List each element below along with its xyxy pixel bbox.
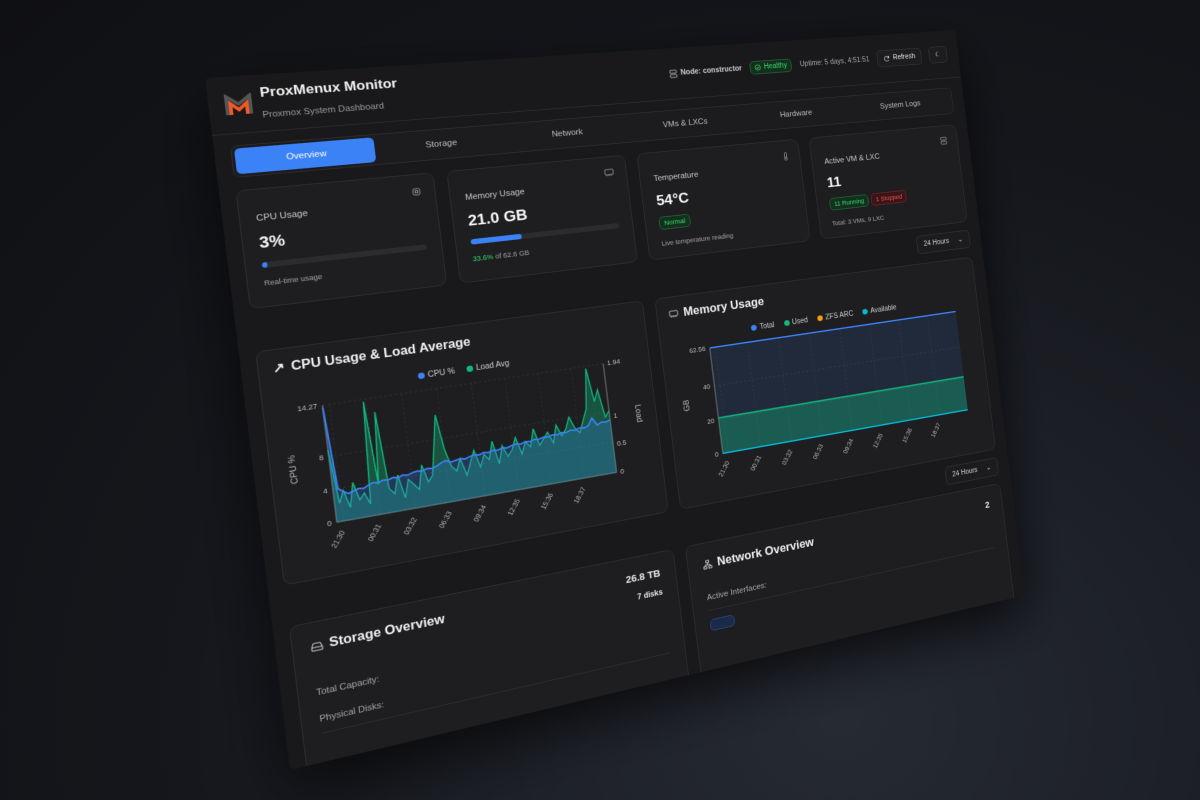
y-tick-label: 8 xyxy=(319,454,325,463)
y-tick-label: 0 xyxy=(714,451,719,459)
server-icon xyxy=(940,136,948,145)
storage-disks-value: 7 disks xyxy=(628,588,664,604)
y-tick-label: 20 xyxy=(707,417,715,425)
x-tick-label: 06:33 xyxy=(437,510,454,530)
temperature-value: 54°C xyxy=(655,179,791,209)
temperature-label: Temperature xyxy=(653,161,789,183)
x-tick-label: 06:33 xyxy=(811,443,824,461)
uptime: Uptime: 5 days, 4:51:51 xyxy=(799,56,869,68)
temperature-card: Temperature 54°C Normal Live temperature… xyxy=(636,139,810,261)
refresh-label: Refresh xyxy=(893,53,916,62)
x-tick-label: 21:30 xyxy=(330,529,348,549)
x-tick-label: 18:37 xyxy=(572,486,587,505)
trending-up-icon: ↗ xyxy=(272,360,286,377)
cpu-usage-card: CPU Usage 3% Real-time usage xyxy=(235,172,447,309)
y-tick-label: 0 xyxy=(327,519,333,528)
y2-tick-label: 1 xyxy=(613,411,618,419)
network-time-range-select[interactable]: 24 Hours ⌄ xyxy=(944,457,999,485)
x-tick-label: 21:30 xyxy=(717,460,731,478)
tab-system-logs[interactable]: System Logs xyxy=(848,90,952,120)
temperature-subtext: Live temperature reading xyxy=(661,224,796,247)
y-tick-label: 14.27 xyxy=(297,402,318,413)
chevron-down-icon: ⌄ xyxy=(986,464,992,472)
tab-hardware[interactable]: Hardware xyxy=(740,98,850,129)
check-circle-icon xyxy=(755,64,762,71)
y-tick-label: 62.56 xyxy=(689,345,706,355)
storage-title: Storage Overview xyxy=(328,612,445,651)
y2-tick-label: 0 xyxy=(620,467,625,475)
x-tick-label: 03:32 xyxy=(781,448,795,466)
y2-axis-label: Load xyxy=(633,404,644,423)
refresh-icon xyxy=(883,55,890,62)
cpu-progress-fill xyxy=(262,262,268,268)
memory-progress-fill xyxy=(470,234,522,245)
node-indicator: Node: constructor xyxy=(669,64,743,78)
memory-label: Memory Usage xyxy=(465,179,615,203)
tab-network[interactable]: Network xyxy=(504,117,629,151)
memory-icon xyxy=(604,168,615,177)
y-axis-label: CPU % xyxy=(286,454,301,485)
x-tick-label: 03:32 xyxy=(402,516,419,536)
y-tick-label: 40 xyxy=(703,383,711,391)
tab-vms-lxcs[interactable]: VMs & LXCs xyxy=(626,107,743,139)
hard-drive-icon xyxy=(310,640,324,652)
vm-value: 11 xyxy=(826,163,950,191)
server-icon xyxy=(669,69,678,78)
network-title: Network Overview xyxy=(716,536,814,570)
interface-badge xyxy=(710,614,736,631)
health-text: Healthy xyxy=(763,62,787,71)
health-badge: Healthy xyxy=(749,59,792,75)
network-icon xyxy=(702,559,713,570)
tab-storage[interactable]: Storage xyxy=(374,127,507,162)
storage-capacity-value: 26.8 TB xyxy=(625,567,661,585)
x-tick-label: 09:34 xyxy=(842,437,855,455)
active-interfaces-label: Active Interfaces: xyxy=(706,532,994,603)
memory-icon xyxy=(668,310,678,319)
memory-chart-title: Memory Usage xyxy=(683,295,765,320)
x-tick-label: 18:37 xyxy=(930,421,942,438)
x-tick-label: 09:34 xyxy=(472,504,488,524)
network-interface-count: 2 xyxy=(984,499,990,510)
x-tick-label: 00:31 xyxy=(749,454,763,472)
vm-label: Active VM & LXC xyxy=(824,146,947,166)
network-time-range-value: 24 Hours xyxy=(952,466,978,478)
x-tick-label: 00:31 xyxy=(366,522,383,542)
y2-tick-label: 1.94 xyxy=(607,358,622,367)
vm-lxc-card: Active VM & LXC 11 11 Running 1 Stopped T… xyxy=(809,124,968,239)
y-tick-label: 4 xyxy=(323,486,329,495)
x-tick-label: 15:36 xyxy=(901,427,914,444)
temperature-status-badge: Normal xyxy=(658,214,691,230)
app-title: ProxMenux Monitor xyxy=(259,76,398,100)
y-axis-label: GB xyxy=(682,399,692,412)
proxmenux-logo xyxy=(224,92,254,116)
x-tick-label: 12:35 xyxy=(506,497,522,516)
vm-subtext: Total: 3 VMs, 9 LXC xyxy=(832,206,955,227)
theme-toggle-button[interactable]: ☾ xyxy=(928,46,948,64)
tab-overview[interactable]: Overview xyxy=(234,137,377,174)
stopped-badge: 1 Stopped xyxy=(871,190,908,206)
memory-usage-card: Memory Usage 21.0 GB 33.6% of 62.6 GB xyxy=(446,155,637,284)
time-range-select[interactable]: 24 Hours ⌄ xyxy=(916,230,971,255)
chevron-down-icon: ⌄ xyxy=(957,236,963,244)
app-window: ProxMenux Monitor Proxmox System Dashboa… xyxy=(205,30,1025,770)
x-tick-label: 12:35 xyxy=(872,432,885,449)
y2-tick-label: 0.5 xyxy=(616,438,627,447)
x-tick-label: 15:36 xyxy=(539,491,555,510)
memory-total: of 62.6 GB xyxy=(493,249,530,261)
brand: ProxMenux Monitor Proxmox System Dashboa… xyxy=(223,76,400,124)
refresh-button[interactable]: Refresh xyxy=(876,48,922,68)
time-range-value: 24 Hours xyxy=(923,238,949,249)
thermometer-icon xyxy=(782,152,789,162)
cpu-icon xyxy=(411,187,422,197)
node-name: Node: constructor xyxy=(680,65,742,77)
memory-percent: 33.6% xyxy=(472,253,493,263)
running-badge: 11 Running xyxy=(829,194,869,211)
app-subtitle: Proxmox System Dashboard xyxy=(262,100,400,120)
moon-icon: ☾ xyxy=(935,51,941,59)
